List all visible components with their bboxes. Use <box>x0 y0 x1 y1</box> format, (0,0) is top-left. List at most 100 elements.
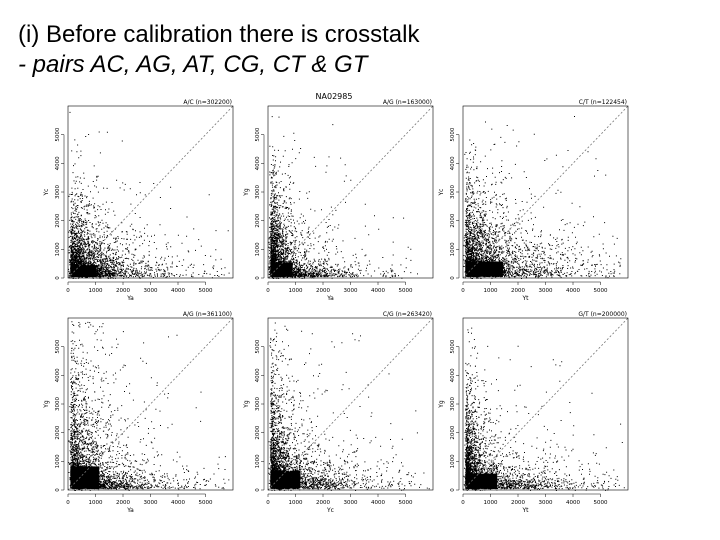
x-tick-label: 5000 <box>199 288 213 294</box>
panel-ag: 0 1000 2000 3000 4000 5000 0 1000 2000 3000 4000 50… <box>243 99 434 302</box>
scatter-figure: NA02985 0 1000 2000 3000 4000 5000 0 1000 2000 300… <box>38 88 640 528</box>
figure-title: NA02985 <box>316 92 353 101</box>
y-tick-label: 1000 <box>55 242 61 256</box>
scatter-points <box>463 327 625 491</box>
y-tick-label: 4000 <box>450 156 456 170</box>
scatter-points <box>463 116 622 279</box>
plot-frame <box>67 105 234 279</box>
scatter-points <box>68 111 230 280</box>
y-tick-label: 2000 <box>255 425 261 439</box>
y-tick-label: 5000 <box>55 127 61 141</box>
x-tick-label: 1000 <box>484 288 498 294</box>
y-tick-label: 4000 <box>55 156 61 170</box>
y-tick-label: 2000 <box>450 425 456 439</box>
x-tick-label: 0 <box>266 288 270 294</box>
x-tick-label: 4000 <box>371 500 385 506</box>
x-tick-label: 0 <box>461 288 465 294</box>
x-tick-label: 1000 <box>289 288 303 294</box>
x-tick-label: 3000 <box>539 500 553 506</box>
panel-ac: 0 1000 2000 3000 4000 5000 0 1000 2000 3000 4000 50… <box>43 99 234 302</box>
y-tick-label: 0 <box>55 276 61 280</box>
plot-frame <box>462 105 629 279</box>
diagonal-line <box>462 105 629 279</box>
x-tick-label: 5000 <box>594 288 608 294</box>
y-tick-label: 2000 <box>55 425 61 439</box>
x-axis-label: Yc <box>326 507 334 514</box>
y-axis-label: Yc <box>43 189 50 197</box>
y-tick-label: 3000 <box>55 397 61 411</box>
y-tick-label: 3000 <box>255 397 261 411</box>
x-tick-label: 0 <box>66 500 70 506</box>
y-axis-label: Yg <box>43 400 50 409</box>
x-tick-label: 3000 <box>144 500 158 506</box>
title-line-1: (i) Before calibration there is crosstal… <box>18 21 420 48</box>
title-line-2: - pairs AC, AG, AT, CG, CT & GT <box>18 51 368 78</box>
x-tick-label: 5000 <box>594 500 608 506</box>
x-tick-label: 2000 <box>116 500 130 506</box>
y-axis-label: Yg <box>243 400 250 409</box>
panel-label: C/T (n=122454) <box>579 99 627 106</box>
y-tick-label: 2000 <box>55 213 61 227</box>
x-tick-label: 4000 <box>371 288 385 294</box>
panel-label: C/G (n=263420) <box>383 311 432 318</box>
y-tick-label: 5000 <box>255 127 261 141</box>
x-tick-label: 0 <box>461 500 465 506</box>
diagonal-line <box>267 317 434 491</box>
x-tick-label: 2000 <box>511 288 525 294</box>
x-tick-label: 1000 <box>89 500 103 506</box>
x-axis-label: Ya <box>326 295 334 302</box>
plot-frame <box>462 317 629 491</box>
x-tick-label: 5000 <box>199 500 213 506</box>
panel-ct: 0 1000 2000 3000 4000 5000 0 1000 2000 3000 4000 50… <box>243 311 434 514</box>
x-tick-label: 5000 <box>399 500 413 506</box>
panel-cg: 0 1000 2000 3000 4000 5000 0 1000 2000 3000 4000 50… <box>43 311 234 514</box>
diagonal-line <box>67 105 234 279</box>
y-tick-label: 5000 <box>55 339 61 353</box>
y-tick-label: 3000 <box>450 397 456 411</box>
y-tick-label: 1000 <box>450 454 456 468</box>
x-tick-label: 1000 <box>289 500 303 506</box>
x-axis-label: Yt <box>521 507 529 514</box>
plot-frame <box>67 317 234 491</box>
y-tick-label: 2000 <box>255 213 261 227</box>
y-tick-label: 1000 <box>255 454 261 468</box>
x-tick-label: 3000 <box>344 288 358 294</box>
scatter-points <box>68 321 230 491</box>
x-tick-label: 3000 <box>344 500 358 506</box>
x-tick-label: 2000 <box>316 500 330 506</box>
x-axis-label: Ya <box>126 507 134 514</box>
y-tick-label: 3000 <box>55 185 61 199</box>
y-tick-label: 2000 <box>450 213 456 227</box>
y-tick-label: 5000 <box>450 339 456 353</box>
x-tick-label: 4000 <box>171 288 185 294</box>
y-tick-label: 0 <box>55 488 61 492</box>
scatter-plot-grid: NA02985 0 1000 2000 3000 4000 5000 0 1000 2000 300… <box>43 92 629 514</box>
x-tick-label: 0 <box>266 500 270 506</box>
panel-gt: 0 1000 2000 3000 4000 5000 0 1000 2000 3000 4000 50… <box>438 311 629 514</box>
plot-frame <box>267 105 434 279</box>
y-tick-label: 1000 <box>450 242 456 256</box>
y-tick-label: 4000 <box>450 368 456 382</box>
y-tick-label: 3000 <box>450 185 456 199</box>
y-tick-label: 5000 <box>450 127 456 141</box>
x-tick-label: 5000 <box>399 288 413 294</box>
plot-frame <box>267 317 434 491</box>
y-tick-label: 0 <box>450 276 456 280</box>
x-tick-label: 4000 <box>566 500 580 506</box>
x-tick-label: 0 <box>66 288 70 294</box>
panel-label: A/G (n=163000) <box>383 99 432 106</box>
x-tick-label: 1000 <box>89 288 103 294</box>
y-tick-label: 0 <box>255 276 261 280</box>
panel-at: 0 1000 2000 3000 4000 5000 0 1000 2000 3000 4000 50… <box>438 99 629 302</box>
panel-label: A/G (n=361100) <box>183 311 232 318</box>
y-tick-label: 0 <box>450 488 456 492</box>
y-tick-label: 4000 <box>55 368 61 382</box>
slide-title: (i) Before calibration there is crosstal… <box>18 20 419 80</box>
y-tick-label: 3000 <box>255 185 261 199</box>
x-tick-label: 2000 <box>316 288 330 294</box>
x-tick-label: 3000 <box>539 288 553 294</box>
y-tick-label: 5000 <box>255 339 261 353</box>
y-axis-label: Yg <box>438 400 445 409</box>
x-axis-label: Yt <box>521 295 529 302</box>
diagonal-line <box>67 317 234 491</box>
